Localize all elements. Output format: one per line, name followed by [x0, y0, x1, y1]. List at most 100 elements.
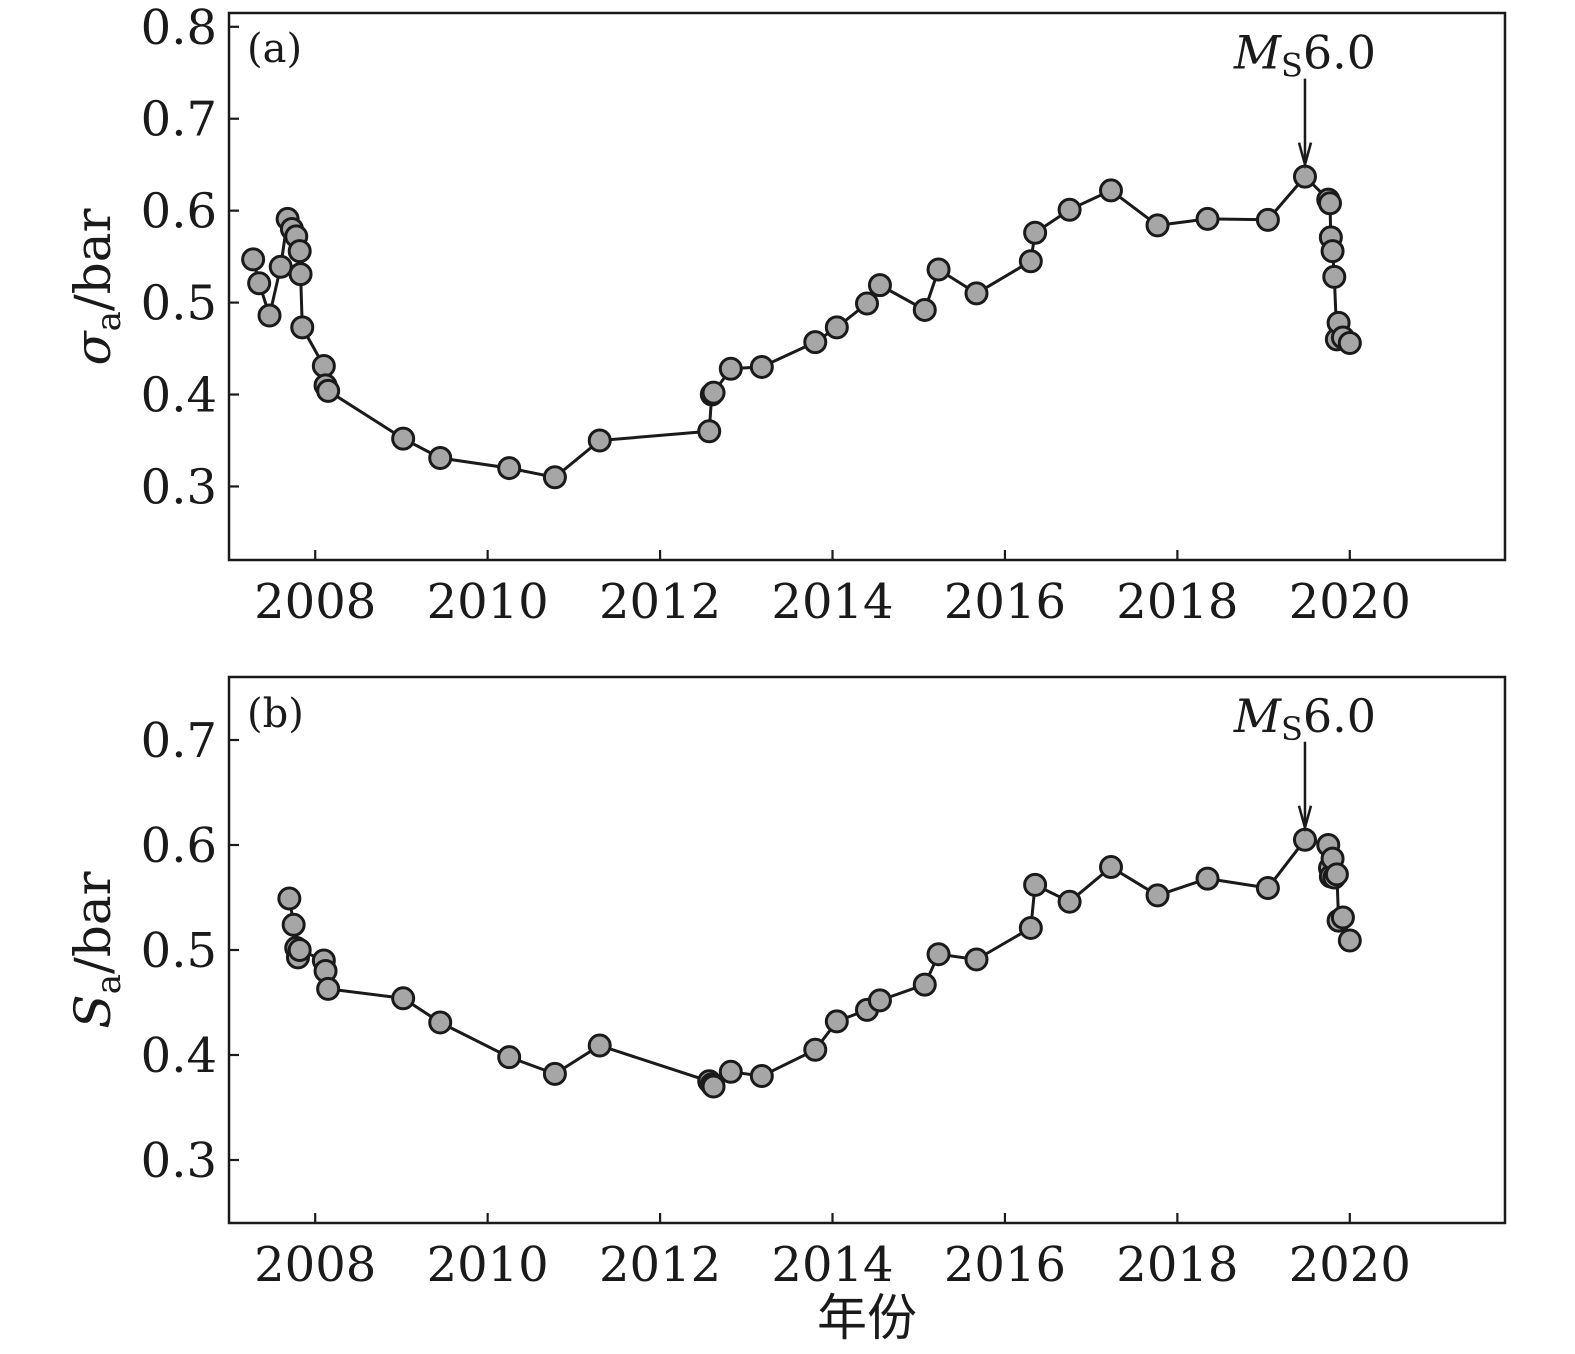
x-tick-label-b-4: 2016	[944, 1237, 1066, 1293]
annotation-label-a: MS6.0	[1233, 26, 1376, 85]
annotation-arrow-head-b	[1297, 805, 1313, 833]
data-point-b-19	[824, 1009, 849, 1034]
data-point-a-26	[867, 273, 892, 298]
x-tick-label-a-1: 2010	[427, 574, 549, 630]
data-point-a-12	[316, 378, 341, 403]
data-point-a-29	[964, 281, 989, 306]
data-point-b-0	[277, 886, 302, 911]
data-point-a-31	[1023, 220, 1048, 245]
data-point-a-28	[926, 257, 951, 282]
data-point-a-24	[824, 315, 849, 340]
y-tick-label-b-0: 0.3	[141, 1133, 217, 1189]
y-axis-label-sub-a: a	[89, 311, 129, 331]
y-tick-label-b-2: 0.5	[141, 923, 217, 979]
data-point-b-12	[587, 1033, 612, 1058]
data-point-b-31	[1255, 876, 1280, 901]
y-axis-label-a: σa/bar	[64, 208, 129, 365]
y-tick-label-a-0: 0.3	[141, 459, 217, 515]
y-tick-label-b-1: 0.4	[141, 1028, 217, 1084]
data-point-b-40	[1330, 905, 1355, 930]
data-point-a-17	[587, 428, 612, 453]
y-axis-label-b: Sa/bar	[64, 871, 129, 1028]
data-point-a-30	[1018, 249, 1043, 274]
data-points-a	[241, 164, 1362, 490]
x-tick-label-a-2: 2012	[599, 574, 721, 630]
data-point-a-1	[247, 271, 272, 296]
panel-label-b: (b)	[247, 691, 304, 737]
data-point-a-0	[241, 247, 266, 272]
series-line-a	[251, 175, 1351, 479]
y-tick-label-a-1: 0.4	[141, 368, 217, 424]
x-tick-label-b-6: 2020	[1289, 1237, 1411, 1293]
data-point-a-33	[1098, 178, 1123, 203]
data-point-a-22	[749, 354, 774, 379]
data-point-a-46	[1337, 331, 1362, 356]
data-point-b-25	[1018, 915, 1043, 940]
data-point-a-42	[1322, 264, 1347, 289]
data-point-a-39	[1317, 191, 1342, 216]
data-point-b-17	[749, 1064, 774, 1088]
data-point-b-1	[281, 912, 306, 937]
data-point-a-2	[257, 303, 282, 328]
data-point-b-9	[428, 1010, 453, 1035]
x-tick-label-a-3: 2014	[771, 574, 893, 630]
data-point-b-16	[718, 1059, 743, 1084]
data-point-a-25	[855, 291, 879, 316]
data-point-a-23	[803, 330, 828, 355]
data-point-a-8	[288, 262, 313, 287]
data-point-a-9	[290, 315, 315, 340]
chart-panel-b: 2008 2010 2012 2014 2016 2018 2020 0.30.40.50.…	[64, 675, 1507, 1347]
data-point-b-23	[926, 942, 951, 967]
x-tick-label-b-2: 2012	[599, 1237, 721, 1293]
data-point-b-15	[701, 1074, 726, 1099]
y-axis-label-symbol-a: σ	[64, 330, 122, 366]
data-point-b-7	[316, 976, 341, 1001]
y-axis-ticks-a: 0.3 0.4 0.5 0.6 0.7 0.8	[141, 0, 239, 515]
earthquake-annotation-b: MS6.0	[1233, 689, 1376, 833]
data-point-a-21	[718, 356, 743, 381]
data-point-a-16	[542, 465, 567, 490]
data-point-b-27	[1057, 889, 1082, 914]
data-point-b-38	[1324, 862, 1349, 887]
x-axis-ticks-b: 2008 2010 2012 2014 2016 2018 2020	[254, 1213, 1411, 1293]
x-axis-label: 年份	[817, 1289, 917, 1347]
plot-frame-b	[227, 675, 1507, 1225]
data-points-b	[277, 827, 1362, 1099]
data-point-b-24	[964, 947, 989, 972]
y-axis-label-sub-b: a	[89, 974, 129, 994]
y-tick-label-a-2: 0.5	[141, 276, 217, 332]
data-point-b-18	[803, 1037, 828, 1062]
data-point-a-34	[1145, 213, 1170, 238]
data-point-a-20	[701, 380, 726, 405]
x-axis-ticks-a: 2008 2010 2012 2014 2016 2018 2020	[254, 550, 1411, 630]
y-axis-label-unit-a: /bar	[64, 208, 122, 311]
data-point-a-27	[912, 297, 937, 322]
x-tick-label-a-0: 2008	[254, 574, 376, 630]
x-tick-label-a-4: 2016	[944, 574, 1066, 630]
data-point-a-18	[697, 419, 722, 444]
x-tick-label-a-6: 2020	[1289, 574, 1411, 630]
data-point-a-41	[1320, 239, 1345, 264]
y-tick-label-a-5: 0.8	[141, 0, 217, 56]
earthquake-annotation-a: MS6.0	[1233, 26, 1376, 170]
y-tick-label-b-3: 0.6	[141, 818, 217, 874]
x-tick-label-b-5: 2018	[1116, 1237, 1238, 1293]
data-point-a-15	[497, 456, 522, 481]
data-point-a-36	[1255, 207, 1280, 232]
data-point-b-26	[1023, 872, 1048, 897]
data-point-b-30	[1195, 866, 1220, 891]
data-point-a-32	[1057, 197, 1082, 222]
y-tick-label-a-3: 0.6	[141, 184, 217, 240]
y-axis-label-symbol-b: S	[64, 994, 122, 1028]
data-point-b-28	[1098, 855, 1123, 880]
data-point-b-4	[287, 938, 312, 962]
data-point-a-35	[1195, 206, 1220, 231]
data-point-a-13	[391, 426, 416, 451]
data-point-b-41	[1337, 928, 1362, 953]
x-tick-label-a-5: 2018	[1116, 574, 1238, 630]
data-point-a-3	[268, 254, 293, 279]
data-point-b-8	[391, 986, 416, 1011]
chart-panel-a: 2008 2010 2012 2014 2016 2018 2020 0.3 0.4 0.5 0.…	[64, 0, 1507, 630]
y-axis-label-unit-b: /bar	[64, 871, 122, 974]
